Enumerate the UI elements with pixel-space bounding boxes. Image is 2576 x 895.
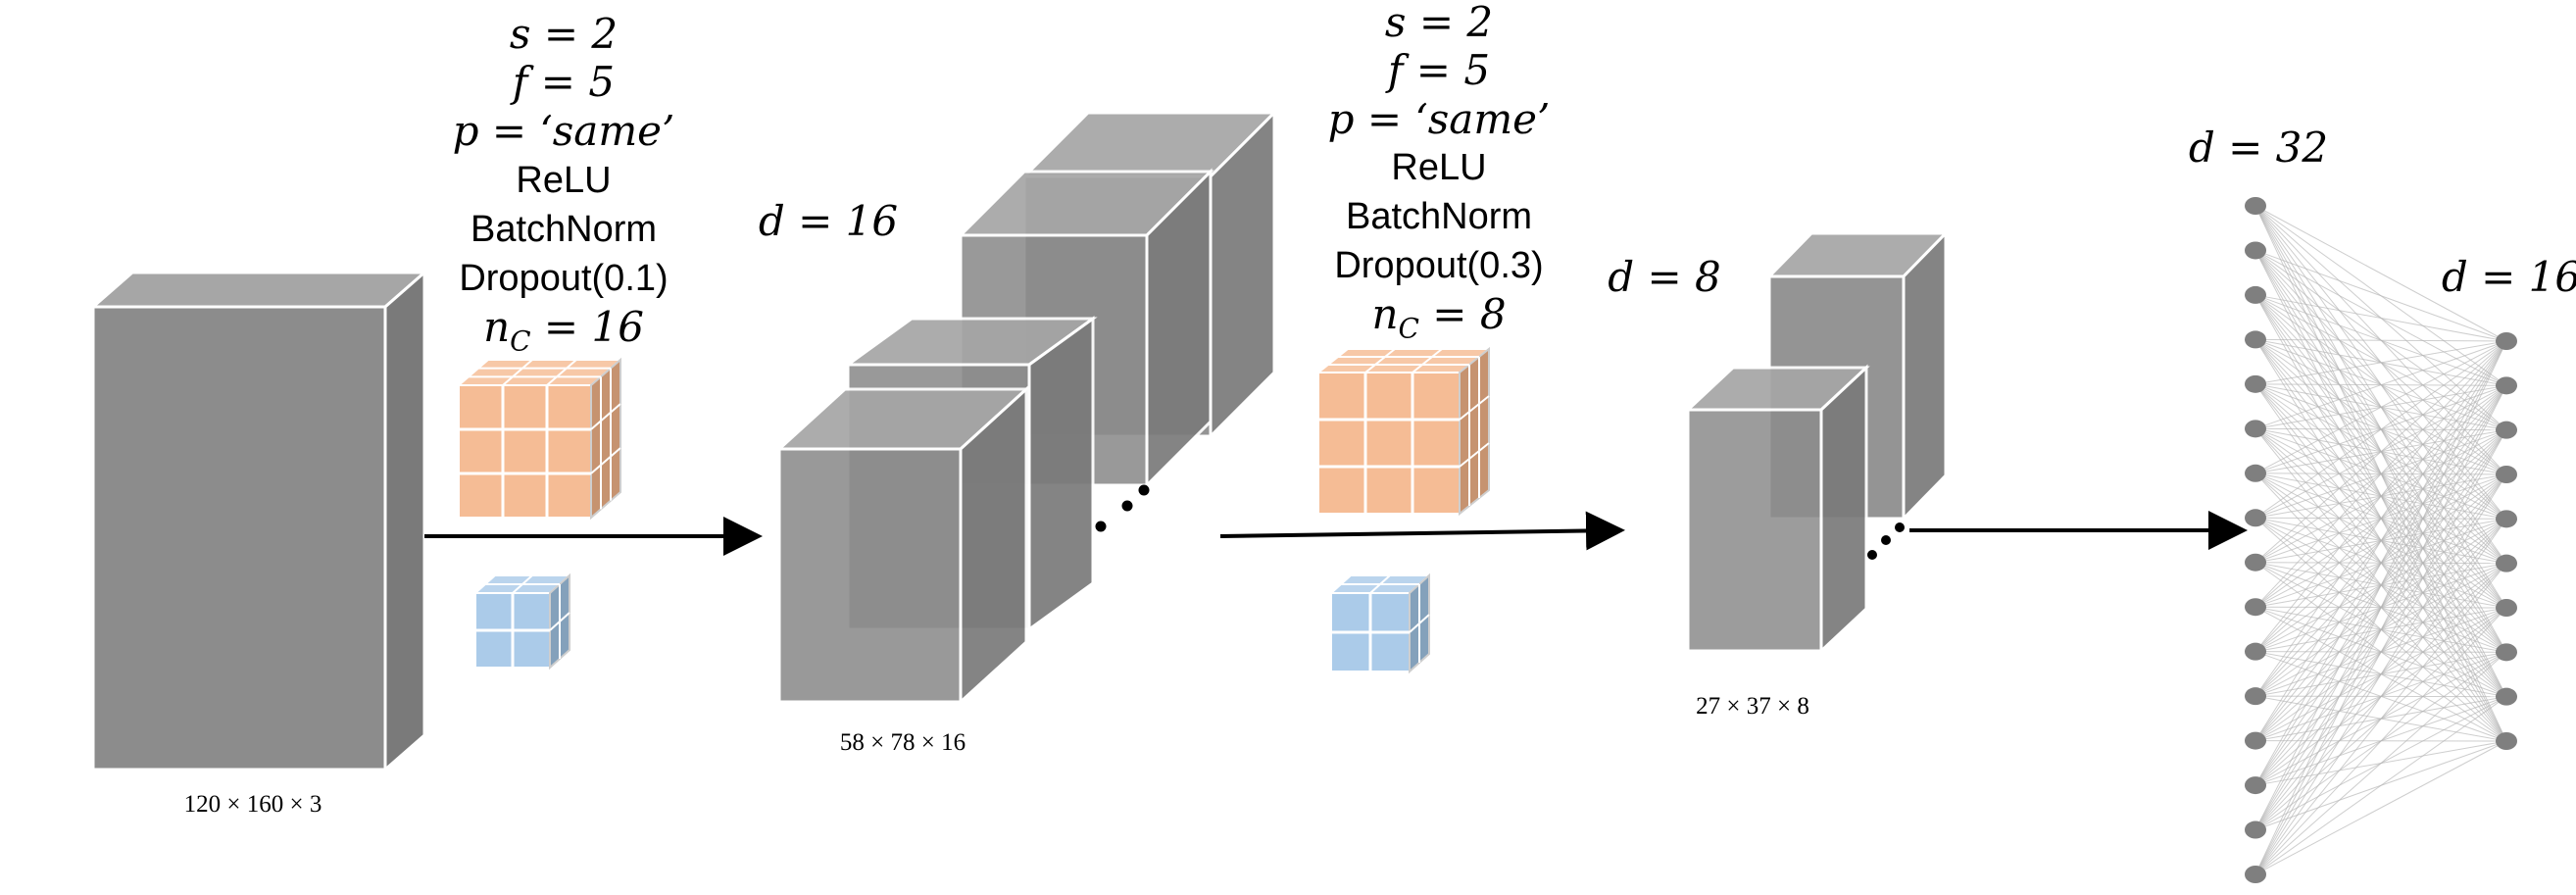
dense-layer-1-nodes: [2245, 197, 2266, 883]
conv1-stride: s = 2: [509, 10, 619, 58]
blue-filter-cube-2: [1328, 572, 1432, 674]
conv2-batchnorm: BatchNorm: [1345, 196, 1533, 237]
dense1-node: [2245, 642, 2266, 661]
dense2-node: [2496, 599, 2517, 617]
dense1-node: [2245, 598, 2266, 617]
dense2-node: [2496, 510, 2517, 528]
dense2-node: [2496, 643, 2517, 662]
orange-filter-cube-1: [456, 357, 623, 521]
dense1-node: [2245, 330, 2266, 349]
dense1-node: [2245, 420, 2266, 438]
dense1-node: [2245, 866, 2266, 883]
dense2-node: [2496, 421, 2517, 439]
dense1-node: [2245, 820, 2266, 839]
filter-front-face: [458, 384, 592, 519]
dense1-node: [2245, 464, 2266, 482]
conv1-activation: ReLU: [516, 160, 612, 201]
conv1-channels: nC = 16: [483, 303, 644, 358]
dense2-node: [2496, 376, 2517, 395]
conv2-padding: p = ‘same’: [1327, 95, 1551, 143]
dense1-node: [2245, 285, 2266, 304]
filter-side-face: [590, 357, 621, 521]
conv1-batchnorm: BatchNorm: [470, 209, 658, 250]
conv2-activation: ReLU: [1391, 147, 1487, 188]
dense2-depth: d = 16: [2441, 253, 2576, 301]
conv1-filter-size: f = 5: [512, 58, 616, 106]
dense1-node: [2245, 241, 2266, 260]
dense1-node: [2245, 776, 2266, 795]
dense1-node: [2245, 687, 2266, 706]
layer2-depth: d = 8: [1608, 253, 1721, 301]
arrow-conv2: [1219, 511, 1625, 551]
layer1-dimensions: 58 × 78 × 16: [839, 729, 966, 756]
layer1-depth: d = 16: [758, 197, 899, 245]
dense2-node: [2496, 732, 2517, 750]
dense2-node: [2496, 687, 2517, 706]
dense1-depth: d = 32: [2188, 124, 2329, 172]
layer1-feature-map-front: [775, 385, 1030, 706]
layer2-dimensions: 27 × 37 × 8: [1696, 693, 1809, 720]
ellipsis-dots-2: [1867, 522, 1905, 560]
ellipsis-dots-1: [1095, 484, 1150, 532]
dense-layer-2-nodes: [2496, 332, 2517, 750]
filter-front-face: [1317, 372, 1461, 515]
dense2-node: [2496, 466, 2517, 483]
dense2-node: [2496, 554, 2517, 572]
dense2-node: [2496, 332, 2517, 350]
conv2-filter-size: f = 5: [1387, 46, 1491, 94]
dense1-node: [2245, 374, 2266, 393]
blue-filter-cube-1: [472, 572, 572, 671]
conv2-stride: s = 2: [1384, 0, 1494, 46]
dense-connections: [2254, 205, 2507, 875]
dense1-node: [2245, 731, 2266, 750]
layer2-feature-map-front: [1684, 364, 1870, 655]
filter-side-face: [1459, 346, 1490, 517]
input-dimensions: 120 × 160 × 3: [183, 791, 322, 818]
orange-filter-cube-2: [1315, 346, 1492, 517]
conv2-channels: nC = 8: [1371, 290, 1507, 345]
dense1-node: [2245, 509, 2266, 527]
dense1-node: [2245, 553, 2266, 572]
dense1-node: [2245, 197, 2266, 215]
conv1-dropout: Dropout(0.1): [459, 258, 669, 299]
conv2-dropout: Dropout(0.3): [1334, 245, 1544, 286]
conv1-padding: p = ‘same’: [452, 107, 675, 155]
input-volume: [89, 269, 428, 773]
